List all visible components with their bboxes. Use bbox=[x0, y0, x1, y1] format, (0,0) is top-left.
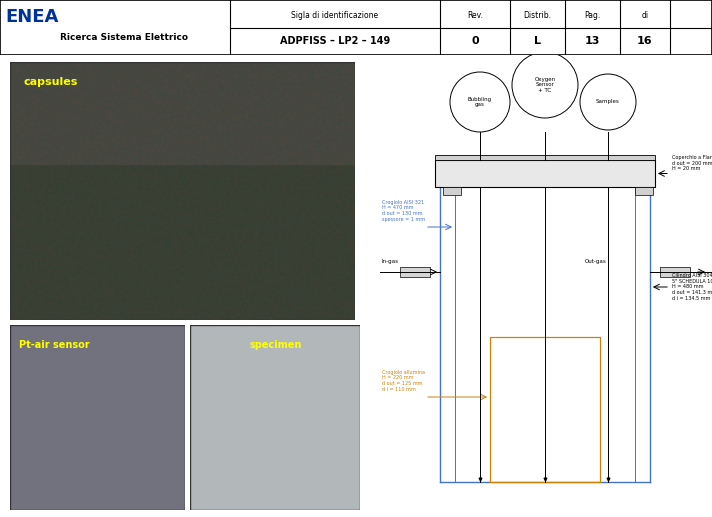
Text: Rev.: Rev. bbox=[467, 10, 483, 20]
Bar bbox=[435, 155, 655, 160]
Text: Pt-air sensor: Pt-air sensor bbox=[19, 340, 90, 350]
Bar bbox=[400, 267, 430, 277]
Text: 0: 0 bbox=[471, 36, 478, 46]
Text: Crogiolo allumina
H = 220 mm
d out = 125 mm
d i = 110 mm: Crogiolo allumina H = 220 mm d out = 125… bbox=[382, 370, 425, 392]
Text: ADPFISS – LP2 – 149: ADPFISS – LP2 – 149 bbox=[280, 36, 390, 46]
Text: Oxygen
Sensor
+ TC: Oxygen Sensor + TC bbox=[535, 77, 555, 93]
Text: Out-gas: Out-gas bbox=[585, 259, 607, 264]
Circle shape bbox=[580, 74, 636, 130]
Text: Samples: Samples bbox=[596, 99, 620, 104]
Bar bbox=[443, 187, 461, 195]
Text: Crogiolo AISI 321
H = 470 mm
d out = 130 mm
spessore = 1 mm: Crogiolo AISI 321 H = 470 mm d out = 130… bbox=[382, 200, 425, 222]
Bar bbox=[660, 267, 690, 277]
Text: specimen: specimen bbox=[249, 340, 302, 350]
Bar bbox=[635, 187, 653, 195]
Text: di: di bbox=[642, 10, 649, 20]
Bar bbox=[435, 160, 655, 187]
Circle shape bbox=[450, 72, 510, 132]
Text: Bubbling
gas: Bubbling gas bbox=[468, 97, 492, 108]
Text: In-gas: In-gas bbox=[382, 259, 399, 264]
Text: Sigla di identificazione: Sigla di identificazione bbox=[291, 10, 379, 20]
Circle shape bbox=[512, 52, 578, 118]
Text: Pag.: Pag. bbox=[585, 10, 601, 20]
Bar bbox=[490, 337, 600, 482]
Text: Ricerca Sistema Elettrico: Ricerca Sistema Elettrico bbox=[60, 33, 188, 41]
Text: capsules: capsules bbox=[23, 78, 78, 87]
Text: Distrib.: Distrib. bbox=[523, 10, 552, 20]
Text: Cilindro AISI 304
5" SCHEDULA 10
H = 480 mm
d out = 141.3 mm
d i = 134.5 mm: Cilindro AISI 304 5" SCHEDULA 10 H = 480… bbox=[672, 273, 712, 301]
Text: ENEA: ENEA bbox=[5, 8, 58, 26]
Text: 16: 16 bbox=[637, 36, 653, 46]
Text: 13: 13 bbox=[585, 36, 600, 46]
Text: L: L bbox=[534, 36, 541, 46]
Text: Coperchio a Flangia AISI 316L
d out = 200 mm
H = 20 mm: Coperchio a Flangia AISI 316L d out = 20… bbox=[672, 155, 712, 172]
